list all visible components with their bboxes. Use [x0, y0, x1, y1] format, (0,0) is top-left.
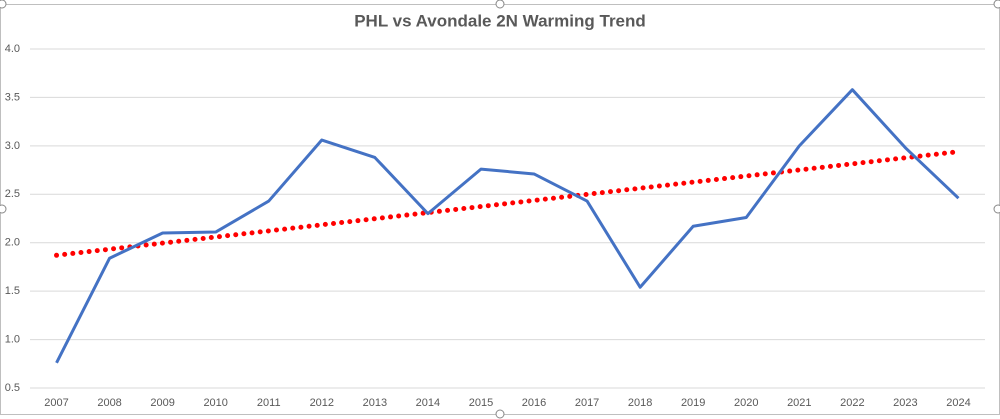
x-tick-label: 2018 — [628, 397, 652, 409]
y-tick-label: 1.5 — [5, 285, 20, 297]
x-tick-label: 2023 — [893, 397, 917, 409]
y-tick-label: 4.0 — [5, 43, 20, 55]
x-tick-label: 2008 — [97, 397, 121, 409]
x-tick-label: 2014 — [416, 397, 440, 409]
x-tick-label: 2019 — [681, 397, 705, 409]
chart-frame — [0, 4, 1000, 415]
y-tick-label: 3.0 — [5, 140, 20, 152]
y-tick-label: 1.0 — [5, 333, 20, 345]
y-tick-label: 0.5 — [5, 382, 20, 394]
x-tick-label: 2016 — [522, 397, 546, 409]
resize-handle[interactable] — [0, 204, 7, 214]
trendline — [54, 149, 961, 258]
x-tick-label: 2015 — [469, 397, 493, 409]
x-tick-label: 2020 — [734, 397, 758, 409]
resize-handle[interactable] — [993, 0, 1000, 9]
data-line — [55, 88, 960, 364]
x-tick-label: 2009 — [150, 397, 174, 409]
x-tick-label: 2010 — [203, 397, 227, 409]
resize-handle[interactable] — [0, 0, 7, 9]
x-tick-label: 2013 — [363, 397, 387, 409]
resize-handle[interactable] — [495, 0, 505, 9]
resize-handle[interactable] — [495, 409, 505, 419]
chart-title: PHL vs Avondale 2N Warming Trend — [354, 11, 646, 30]
y-tick-label: 2.5 — [5, 188, 20, 200]
resize-handle[interactable] — [993, 204, 1000, 214]
y-tick-label: 3.5 — [5, 91, 20, 103]
x-tick-label: 2022 — [840, 397, 864, 409]
x-tick-label: 2012 — [310, 397, 334, 409]
x-tick-label: 2021 — [787, 397, 811, 409]
x-tick-label: 2007 — [44, 397, 68, 409]
x-tick-label: 2011 — [257, 397, 281, 409]
y-tick-label: 2.0 — [5, 237, 20, 249]
x-tick-label: 2017 — [575, 397, 599, 409]
x-tick-label: 2024 — [946, 397, 970, 409]
